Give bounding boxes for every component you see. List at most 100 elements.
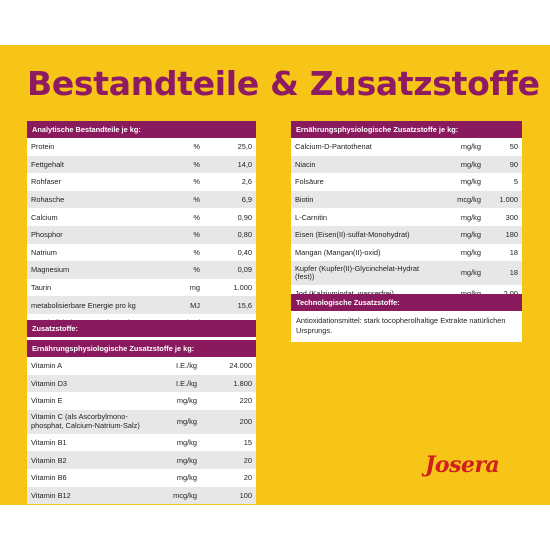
table-row: Vitamin B1 mg/kg 15: [27, 434, 256, 452]
row-name: Phosphor: [31, 230, 63, 240]
row-unit: mg/kg: [460, 230, 481, 240]
table-row: Vitamin D3 I.E./kg 1.800: [27, 374, 256, 393]
row-unit: mg/kg: [176, 396, 197, 406]
row-unit: mg: [189, 283, 200, 293]
technologisch-text: Antioxidationsmittel: stark tocopherolha…: [296, 316, 506, 335]
row-value: 24.000: [229, 361, 252, 371]
row-unit: mg/kg: [460, 212, 481, 222]
row-name: metabolisierbare Energie pro kg: [31, 300, 136, 310]
row-unit: I.E./kg: [176, 361, 197, 371]
row-name: Vitamin B1: [31, 438, 67, 448]
row-unit: %: [193, 195, 200, 205]
row-name: Vitamin E: [31, 396, 63, 406]
row-unit: %: [193, 247, 200, 257]
row-name: Fettgehalt: [31, 159, 64, 169]
row-name: Calcium-D-Pantothenat: [295, 142, 372, 152]
row-unit: mg/kg: [176, 438, 197, 448]
row-name: Biotin: [295, 195, 314, 205]
row-value: 0,90: [237, 212, 252, 222]
row-value: 1.800: [233, 378, 253, 388]
row-unit: %: [193, 230, 200, 240]
table-row: Natrium% 0,40: [27, 244, 256, 262]
row-value: 90: [509, 159, 518, 169]
table-row: Kupfer (Kupfer(II)-Glycinchelat-Hydrat (…: [291, 261, 522, 286]
row-value: 2,00: [481, 289, 518, 298]
zusatzstoffe-subheader: Ernährungsphysiologische Zusatzstoffe je…: [27, 340, 256, 357]
row-value: 2,6: [241, 177, 252, 187]
row-value: 5: [513, 177, 518, 187]
table-row: metabolisierbare Energie pro kg MJ 15,6: [27, 296, 256, 314]
row-name: Mangan (Mangan(II)-oxid): [295, 247, 381, 257]
row-unit: MJ: [190, 300, 200, 310]
row-unit: mg/kg: [460, 177, 481, 187]
row-value: 6,9: [241, 195, 252, 205]
row-value: 100: [239, 490, 252, 500]
row-name: Kupfer (Kupfer(II)-Glycinchelat-Hydrat (…: [295, 264, 420, 282]
table-row: Taurin mg 1.000: [27, 279, 256, 297]
table-row: L-Carnitin mg/kg 300: [291, 208, 522, 226]
row-value: 0,09: [237, 265, 252, 275]
row-name: Vitamin A: [31, 361, 63, 371]
analytische-rows: Protein% 25,0 Fettgehalt% 14,0 Rohfaser% 2,6 R…: [27, 138, 256, 332]
technologisch-header: Technologische Zusatzstoffe:: [291, 294, 522, 311]
row-value: 14,0: [237, 159, 252, 169]
row-unit: mcg/kg: [457, 195, 481, 205]
row-unit: %: [193, 265, 200, 275]
row-name: Magnesium: [31, 265, 70, 275]
table-row: Niacin mg/kg 90: [291, 155, 522, 174]
row-name: Vitamin B2: [31, 455, 67, 465]
analytische-header: Analytische Bestandteile je kg:: [27, 121, 256, 138]
row-value: 15: [243, 438, 252, 448]
row-name: Jod (Kalziumjodat, wasserfrei): [295, 289, 433, 298]
table-row: Vitamin B6 mg/kg 20: [27, 469, 256, 487]
row-unit: mg/kg: [460, 142, 481, 152]
josera-logo: Josera: [425, 452, 500, 478]
table-row: Vitamin C (als Ascorbylmono-phosphat, Ca…: [27, 409, 256, 434]
row-name: Eisen (Eisen(II)-sulfat-Monohydrat): [295, 230, 410, 240]
row-name: Rohfaser: [31, 177, 61, 187]
row-name: Natrium: [31, 247, 57, 257]
table-row: Phosphor% 0,80: [27, 225, 256, 244]
row-name: Calcium: [31, 212, 58, 222]
row-unit: %: [193, 159, 200, 169]
zusatzstoffe-header: Zusatzstoffe:: [27, 320, 256, 337]
row-value: 0,40: [237, 247, 252, 257]
row-value: 0,80: [237, 230, 252, 240]
row-value: 1.000: [499, 195, 519, 205]
row-name: Rohasche: [31, 195, 65, 205]
row-value: 20: [243, 473, 252, 483]
table-row: Vitamin B2 mg/kg 20: [27, 451, 256, 469]
row-unit: %: [193, 212, 200, 222]
row-value: 15,6: [237, 300, 252, 310]
row-value: 220: [239, 396, 252, 406]
row-name: Vitamin D3: [31, 378, 68, 388]
row-name: L-Carnitin: [295, 212, 328, 222]
table-row: Vitamin B12 mcg/kg 100: [27, 486, 256, 505]
ernaehrung-right-panel: Ernährungsphysiologische Zusatzstoffe je…: [291, 121, 522, 303]
row-unit: mg/kg: [176, 416, 197, 426]
table-row: Rohfaser% 2,6: [27, 173, 256, 191]
table-row: Vitamin E mg/kg 220: [27, 392, 256, 410]
row-value: 25,0: [237, 142, 252, 152]
row-unit: mg/kg: [460, 159, 481, 169]
row-value: 20: [243, 455, 252, 465]
zusatzstoffe-panel: Zusatzstoffe: Ernährungsphysiologische Z…: [27, 320, 256, 505]
row-name: Vitamin C (als Ascorbylmono-phosphat, Ca…: [31, 413, 140, 430]
row-unit: mg/kg: [176, 455, 197, 465]
row-value: 180: [505, 230, 518, 240]
table-row: Fettgehalt% 14,0: [27, 155, 256, 174]
row-name: Taurin: [31, 283, 52, 293]
row-name: Folsäure: [295, 177, 324, 187]
row-unit: mcg/kg: [173, 490, 197, 500]
row-unit: %: [193, 142, 200, 152]
row-name: Protein: [31, 142, 55, 152]
row-value: 300: [505, 212, 518, 222]
table-row: Magnesium% 0,09: [27, 261, 256, 279]
row-value: 50: [509, 142, 518, 152]
table-row: Jod (Kalziumjodat, wasserfrei)mg/kg2,00: [291, 285, 522, 303]
table-row: Vitamin A I.E./kg 24.000: [27, 357, 256, 375]
row-value: 1.000: [233, 283, 253, 293]
row-name: Vitamin B12: [31, 490, 71, 500]
table-row: Rohasche% 6,9: [27, 190, 256, 209]
page-title: Bestandteile & Zusatzstoffe: [27, 64, 540, 103]
